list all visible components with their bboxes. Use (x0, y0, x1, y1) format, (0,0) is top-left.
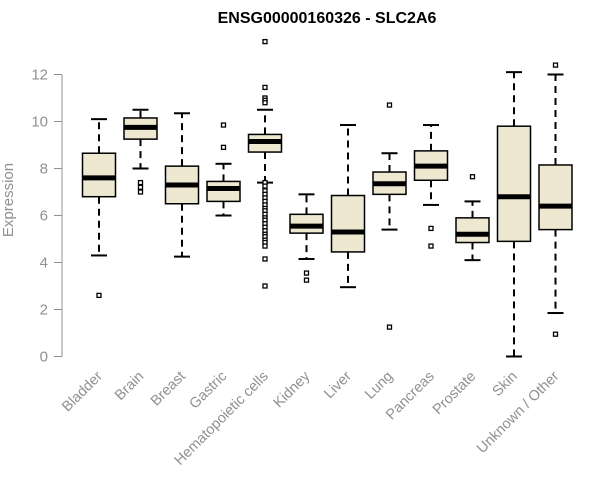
outlier-point (262, 38, 268, 45)
outlier-point (96, 292, 102, 299)
box-breast (164, 112, 200, 258)
outlier-point (262, 256, 268, 262)
box-kidney (289, 193, 324, 283)
iqr-box (538, 164, 573, 231)
outlier-point (428, 225, 434, 232)
x-tick-label: Kidney (271, 368, 314, 411)
box-gastric (206, 122, 241, 217)
chart-title: ENSG00000160326 - SLC2A6 (218, 10, 437, 27)
y-tick-label: 2 (40, 302, 48, 319)
outlier-point (386, 324, 393, 330)
x-tick-label: Breast (148, 369, 189, 410)
box-brain (123, 108, 158, 195)
outlier-point (220, 144, 227, 151)
outlier-point (552, 331, 559, 337)
box-series (81, 38, 573, 358)
outlier-point (262, 283, 268, 289)
y-tick-label: 6 (40, 208, 48, 225)
y-axis-label: Expression (0, 163, 17, 237)
box-hematopoietic-cells (247, 38, 283, 289)
x-tick-label: Brain (112, 369, 147, 404)
y-tick-label: 8 (40, 161, 48, 178)
y-tick-label: 0 (40, 349, 48, 366)
outlier-point (469, 174, 476, 180)
x-tick-label: Prostate (430, 369, 479, 418)
outlier-point (262, 243, 268, 249)
y-tick-label: 10 (31, 114, 48, 131)
outlier-point (137, 189, 144, 195)
box-bladder (81, 118, 117, 299)
iqr-box (206, 180, 241, 203)
box-unknown-other (538, 62, 573, 337)
y-tick-label: 12 (31, 67, 48, 84)
outlier-point (262, 183, 268, 189)
iqr-box (81, 152, 117, 198)
box-lung (372, 102, 407, 330)
outlier-point (386, 102, 393, 108)
outlier-point (552, 62, 559, 68)
outlier-point (303, 270, 310, 276)
x-tick-label: Lung (362, 369, 396, 403)
outlier-point (303, 277, 310, 283)
x-tick-label: Bladder (59, 368, 106, 415)
outlier-point (262, 100, 268, 106)
outlier-point (137, 184, 144, 190)
box-liver (330, 124, 366, 289)
box-skin (496, 71, 532, 358)
box-prostate (455, 174, 490, 262)
outlier-point (137, 179, 144, 186)
outlier-point (262, 84, 268, 91)
y-tick-label: 4 (40, 255, 48, 272)
outlier-point (220, 122, 227, 128)
iqr-box (496, 125, 532, 243)
iqr-box (330, 194, 366, 253)
iqr-box (455, 217, 490, 244)
box-pancreas (413, 124, 449, 249)
x-tick-label: Liver (321, 368, 355, 402)
outlier-point (428, 243, 434, 249)
x-tick-label: Skin (490, 369, 521, 400)
y-axis: 0 2 4 6 8 10 12 (31, 67, 63, 366)
